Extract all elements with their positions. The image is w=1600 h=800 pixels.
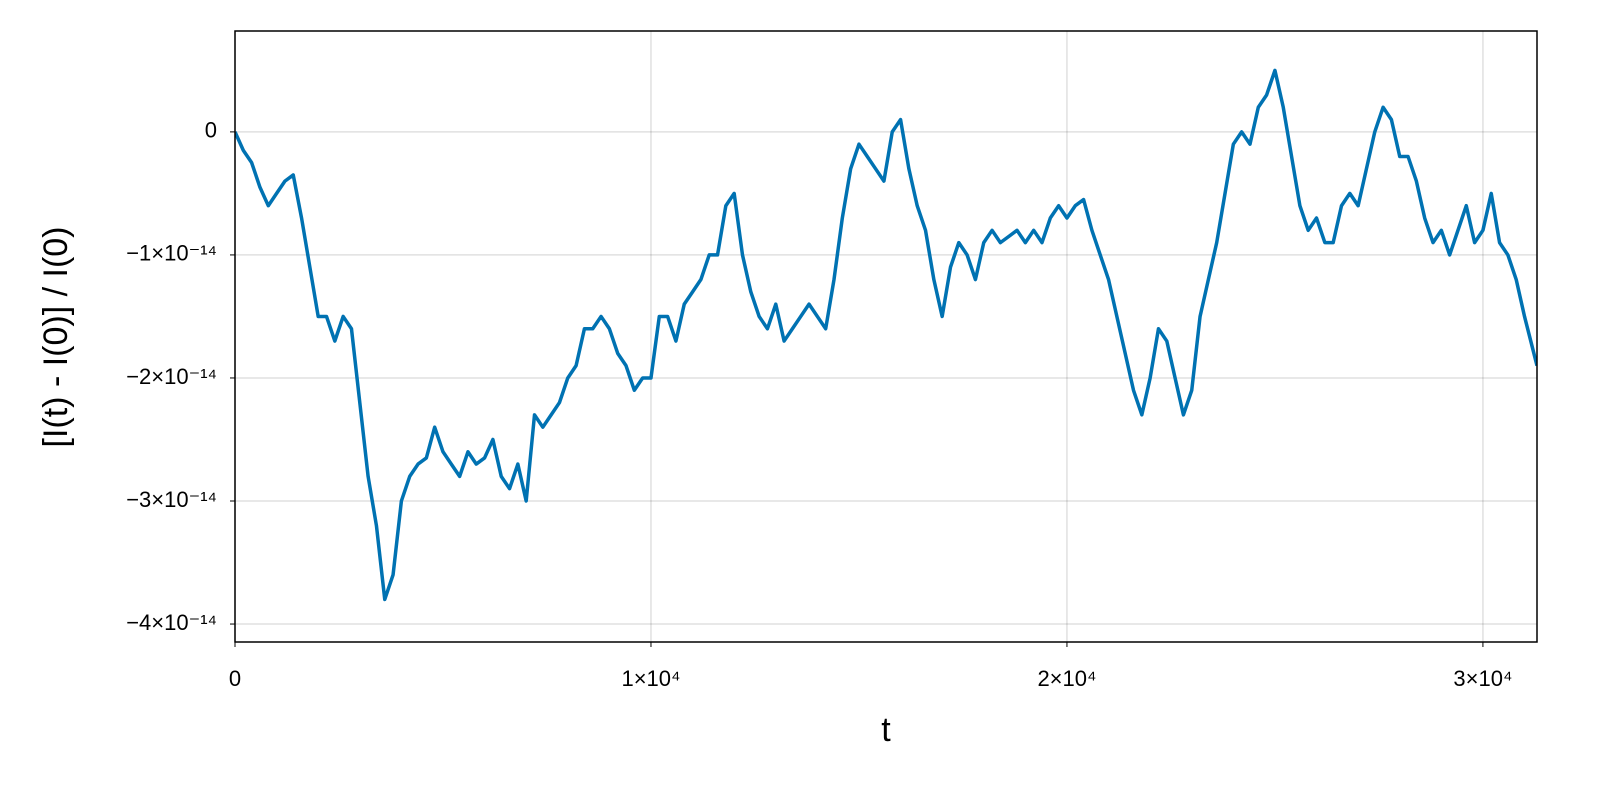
x-tick-label: 0 [229, 666, 241, 691]
x-tick-label: 1×10⁴ [621, 666, 680, 691]
y-tick-label: −2×10⁻¹⁴ [126, 364, 217, 389]
y-tick-label: 0 [205, 118, 217, 143]
plot-frame [234, 30, 1538, 643]
y-tick-label: −4×10⁻¹⁴ [126, 610, 217, 635]
x-tick-label: 3×10⁴ [1453, 666, 1512, 691]
data-line [235, 68, 1537, 602]
y-axis-label: [I(t) - I(0)] / I(0) [37, 227, 75, 448]
y-tick-label: −3×10⁻¹⁴ [126, 487, 217, 512]
x-axis-label: t [881, 711, 891, 749]
y-tick-label: −1×10⁻¹⁴ [126, 241, 217, 266]
x-tick-label: 2×10⁴ [1037, 666, 1096, 691]
